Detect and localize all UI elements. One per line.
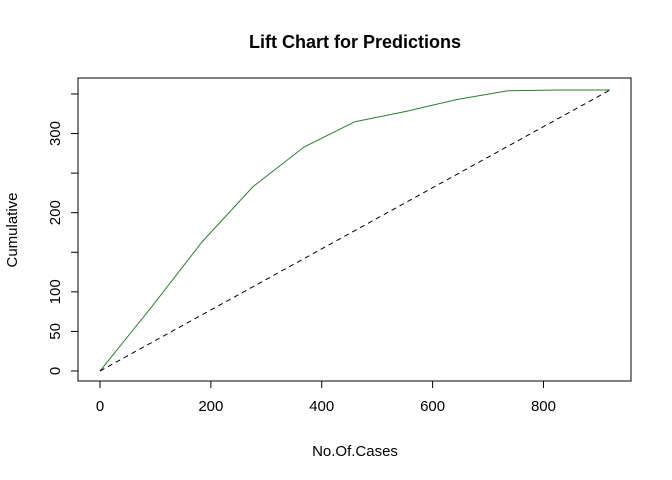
- chart-title: Lift Chart for Predictions: [249, 32, 461, 52]
- series-layer: [99, 89, 611, 372]
- x-axis: 0 200 400 600 800: [96, 380, 556, 415]
- x-tick-label: 600: [420, 398, 445, 415]
- x-tick-label: 800: [531, 398, 556, 415]
- y-tick-label: 200: [47, 200, 64, 225]
- y-tick-label: 0: [47, 367, 64, 375]
- x-axis-label: No.Of.Cases: [312, 443, 398, 460]
- lift-line: [99, 89, 610, 372]
- y-tick-label: 50: [47, 323, 64, 340]
- x-tick-label: 400: [309, 398, 334, 415]
- baseline-line: [99, 89, 611, 372]
- y-axis-label: Cumulative: [4, 192, 21, 267]
- y-tick-label: 300: [47, 121, 64, 146]
- x-tick-label: 200: [198, 398, 223, 415]
- y-axis: 0 50 100 200 300: [47, 93, 79, 375]
- y-tick-label: 100: [47, 279, 64, 304]
- x-tick-label: 0: [96, 398, 104, 415]
- plot-frame: [77, 77, 632, 382]
